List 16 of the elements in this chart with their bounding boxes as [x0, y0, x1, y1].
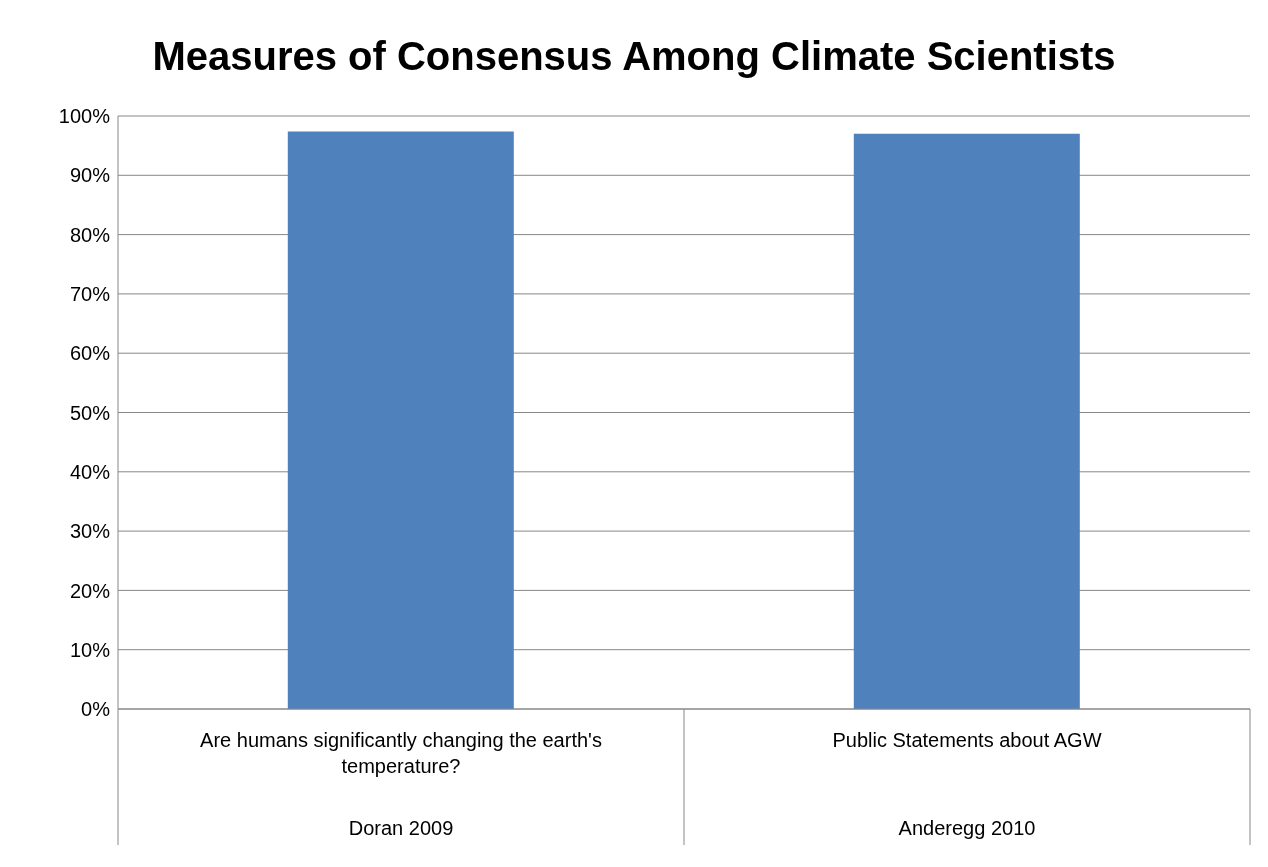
- text: Doran 2009: [348, 817, 454, 839]
- y-tick-label: 10%: [69, 638, 111, 661]
- y-tick-label: 30%: [69, 520, 111, 543]
- x-tick-label: Are humans significantly changing the earth's temperature?: [200, 729, 602, 777]
- y-tick-label: 70%: [69, 283, 111, 305]
- y-tick-label: 20%: [69, 579, 111, 602]
- y-tick-label: 90%: [69, 164, 111, 187]
- y-tick-label: 40%: [69, 460, 111, 483]
- x-tick-label: Public Statements about AGW: [832, 729, 1102, 751]
- text: Anderegg 2010: [898, 817, 1036, 839]
- y-tick-label: 0%: [81, 698, 111, 721]
- y-tick-label: 100%: [58, 105, 111, 128]
- y-tick-label: 50%: [69, 401, 111, 424]
- y-tick-label: 80%: [69, 223, 111, 246]
- y-tick-label: 60%: [69, 342, 111, 365]
- chart-title: Measures of Consensus Among Climate Scientists: [151, 32, 1117, 80]
